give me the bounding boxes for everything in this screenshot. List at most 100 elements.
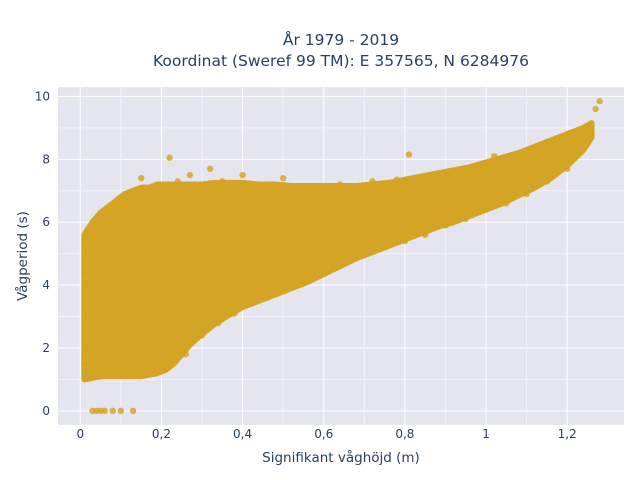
scatter-point <box>563 130 571 138</box>
scatter-point <box>239 171 246 179</box>
y-tick-label: 6 <box>42 215 50 229</box>
data-points <box>81 97 603 415</box>
scatter-point <box>462 190 469 198</box>
x-tick-label: 0 <box>76 427 84 441</box>
scatter-point <box>215 263 222 270</box>
scatter-point <box>198 196 206 204</box>
y-tick-label: 2 <box>42 341 50 355</box>
scatter-point <box>421 231 429 238</box>
scatter-point <box>300 234 307 242</box>
scatter-point <box>584 140 591 147</box>
scatter-point <box>543 143 551 150</box>
scatter-point <box>166 154 173 161</box>
scatter-point <box>247 300 254 308</box>
scatter-point <box>101 407 108 415</box>
scatter-point <box>401 237 409 245</box>
x-tick-label: 0,8 <box>395 427 414 441</box>
scatter-point <box>174 178 181 185</box>
scatter-point <box>462 168 469 176</box>
scatter-point <box>263 196 271 204</box>
scatter-point <box>231 256 238 264</box>
scatter-point <box>442 196 449 204</box>
scatter-point <box>279 196 287 204</box>
x-tick-label: 0,4 <box>233 427 252 441</box>
scatter-point <box>503 162 510 169</box>
scatter-point <box>81 269 88 276</box>
x-tick-label: 0,6 <box>314 427 333 441</box>
y-tick-label: 8 <box>42 152 50 166</box>
scatter-point <box>166 363 173 371</box>
scatter-point <box>442 222 449 229</box>
scatter-point <box>361 250 368 257</box>
scatter-point <box>523 190 530 198</box>
density-band <box>81 120 595 383</box>
scatter-point <box>247 250 254 257</box>
scatter-point <box>361 187 368 194</box>
scatter-point <box>482 206 490 213</box>
scatter-point <box>584 124 591 132</box>
y-tick-label: 0 <box>42 404 50 418</box>
scatter-point <box>279 241 287 248</box>
scatter-point <box>405 151 413 158</box>
scatter-point <box>150 366 157 374</box>
scatter-point <box>381 212 388 220</box>
scatter-point <box>125 369 133 377</box>
scatter-point <box>215 193 222 201</box>
scatter-point <box>109 303 116 311</box>
scatter-point <box>482 159 490 166</box>
scatter-point <box>369 178 376 185</box>
scatter-point <box>97 281 104 289</box>
scatter-point <box>503 200 510 207</box>
scatter-point <box>279 288 287 295</box>
scatter-point <box>166 272 173 279</box>
scatter-point <box>340 259 348 267</box>
scatter-point <box>462 215 469 223</box>
scatter-point <box>320 269 327 276</box>
scatter-point <box>166 200 173 207</box>
scatter-point <box>340 225 348 232</box>
scatter-point <box>421 178 429 185</box>
x-tick-label: 0,2 <box>152 427 171 441</box>
scatter-point <box>125 294 133 301</box>
scatter-point <box>263 294 271 301</box>
scatter-point <box>109 369 116 377</box>
scatter-point <box>137 369 145 377</box>
scatter-point <box>279 174 287 182</box>
scatter-point <box>543 178 551 185</box>
scatter-point <box>150 275 157 282</box>
y-tick-label: 10 <box>35 89 50 103</box>
scatter-density-area <box>81 120 595 383</box>
scatter-point <box>381 244 388 251</box>
chart-title-line2: Koordinat (Sweref 99 TM): E 357565, N 62… <box>153 52 529 70</box>
scatter-point <box>125 203 133 210</box>
scatter-point <box>81 360 88 367</box>
scatter-point <box>206 165 214 172</box>
scatter-point <box>482 181 490 188</box>
scatter-point <box>113 212 121 220</box>
scatter-point <box>186 171 194 179</box>
y-tick-label: 4 <box>42 278 50 292</box>
chart-title-line1: År 1979 - 2019 <box>283 30 399 49</box>
scatter-point <box>503 178 510 185</box>
scatter-point <box>97 325 104 333</box>
scatter-point <box>523 171 530 179</box>
y-axis-label: Vågperiod (s) <box>14 211 31 301</box>
scatter-point <box>263 247 271 254</box>
scatter-point <box>563 149 571 157</box>
scatter-point <box>300 278 307 286</box>
scatter-point <box>336 181 344 188</box>
scatter-point <box>109 407 116 415</box>
scatter-point <box>182 269 190 276</box>
scatter-point <box>117 407 125 415</box>
scatter-point <box>125 231 133 238</box>
scatter-point <box>393 176 400 183</box>
scatter-point <box>442 171 449 179</box>
scatter-point <box>381 184 388 191</box>
scatter-point <box>231 200 238 207</box>
scatter-point <box>97 256 104 264</box>
scatter-point <box>401 209 409 216</box>
scatter-point <box>97 373 104 380</box>
scatter-point <box>154 184 161 191</box>
